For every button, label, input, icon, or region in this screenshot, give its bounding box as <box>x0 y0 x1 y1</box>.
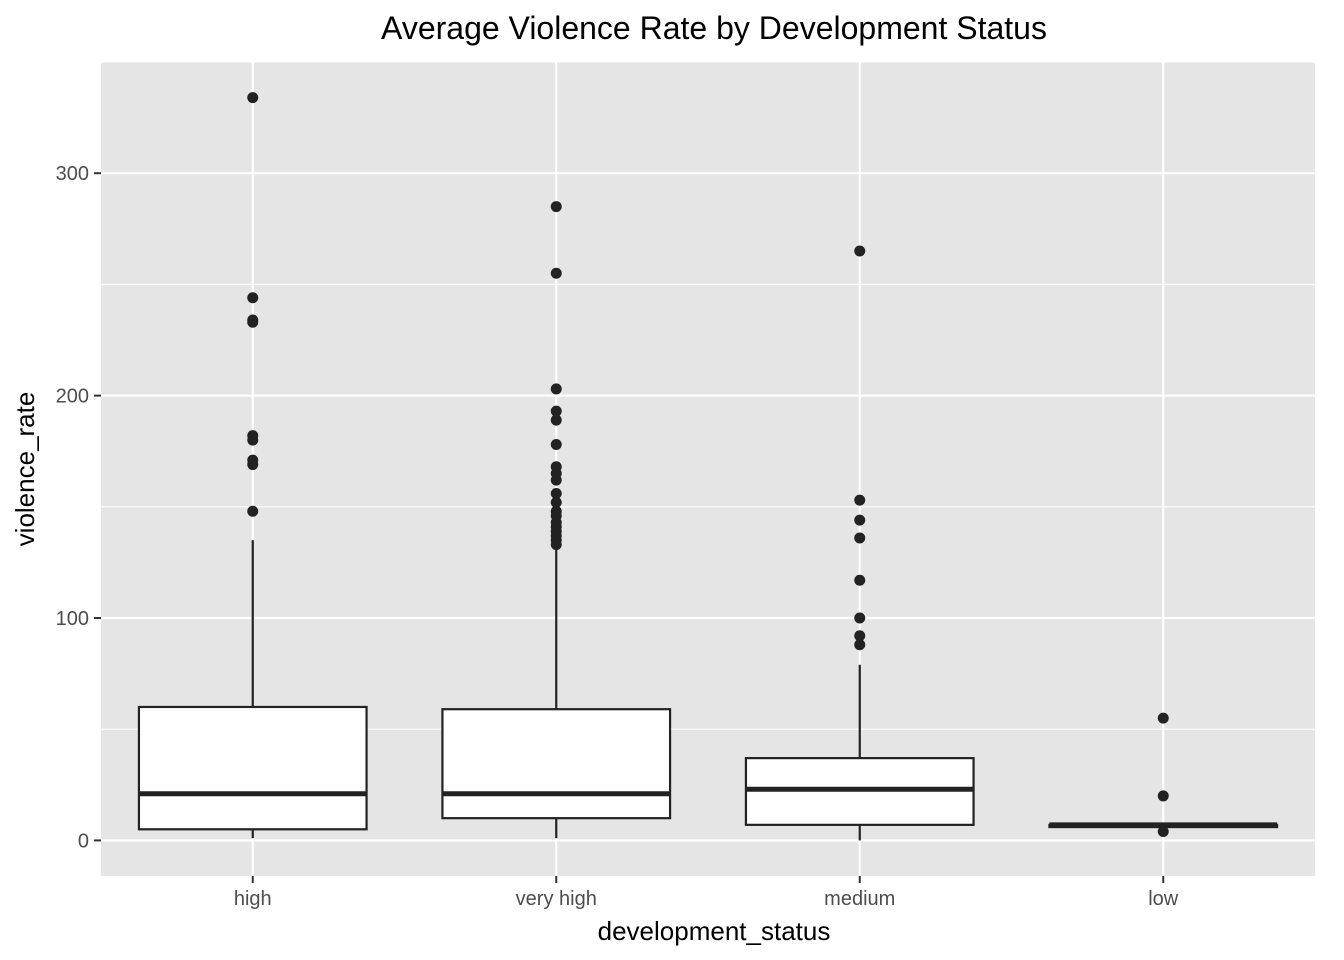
x-tick-label: very high <box>516 888 597 910</box>
outlier-point <box>550 267 562 279</box>
outlier-point <box>1157 712 1169 724</box>
y-axis-title: violence_rate <box>10 392 40 547</box>
outlier-point <box>550 201 562 213</box>
outlier-point <box>550 539 562 551</box>
outlier-point <box>854 574 866 586</box>
outlier-point <box>550 487 562 499</box>
x-tick-label: medium <box>824 888 895 910</box>
outlier-point <box>1157 790 1169 802</box>
box-group-high <box>137 92 368 839</box>
outlier-point <box>247 92 259 104</box>
outlier-point <box>550 405 562 417</box>
chart-title: Average Violence Rate by Development Sta… <box>381 10 1047 46</box>
boxes <box>137 92 1279 841</box>
x-tick-label: high <box>234 888 272 910</box>
outlier-point <box>550 383 562 395</box>
outlier-point <box>550 439 562 451</box>
outlier-point <box>854 612 866 624</box>
outlier-point <box>854 494 866 506</box>
axis-ticks: 0 100 200 300 high very high medium low <box>56 163 1179 910</box>
outlier-point <box>1157 826 1169 838</box>
outlier-point <box>854 639 866 651</box>
y-tick-label: 0 <box>78 830 89 852</box>
outlier-point <box>854 532 866 544</box>
box-group-very-high <box>441 201 672 839</box>
x-tick-label: low <box>1148 888 1179 910</box>
outlier-point <box>247 505 259 517</box>
outlier-point <box>247 459 259 471</box>
box-iqr <box>441 708 672 820</box>
outlier-point <box>247 316 259 328</box>
box-group-low <box>1048 712 1279 838</box>
y-tick-label: 300 <box>56 163 89 185</box>
outlier-point <box>550 414 562 426</box>
outlier-point <box>854 630 866 642</box>
box-group-medium <box>744 245 975 841</box>
box-iqr <box>137 705 368 831</box>
outlier-point <box>247 434 259 446</box>
x-axis-title: development_status <box>598 916 831 946</box>
y-tick-label: 200 <box>56 386 89 408</box>
outlier-point <box>247 292 259 304</box>
outlier-point <box>854 514 866 526</box>
outlier-point <box>550 496 562 508</box>
outlier-point <box>854 245 866 257</box>
y-tick-label: 100 <box>56 608 89 630</box>
outlier-point <box>550 474 562 486</box>
